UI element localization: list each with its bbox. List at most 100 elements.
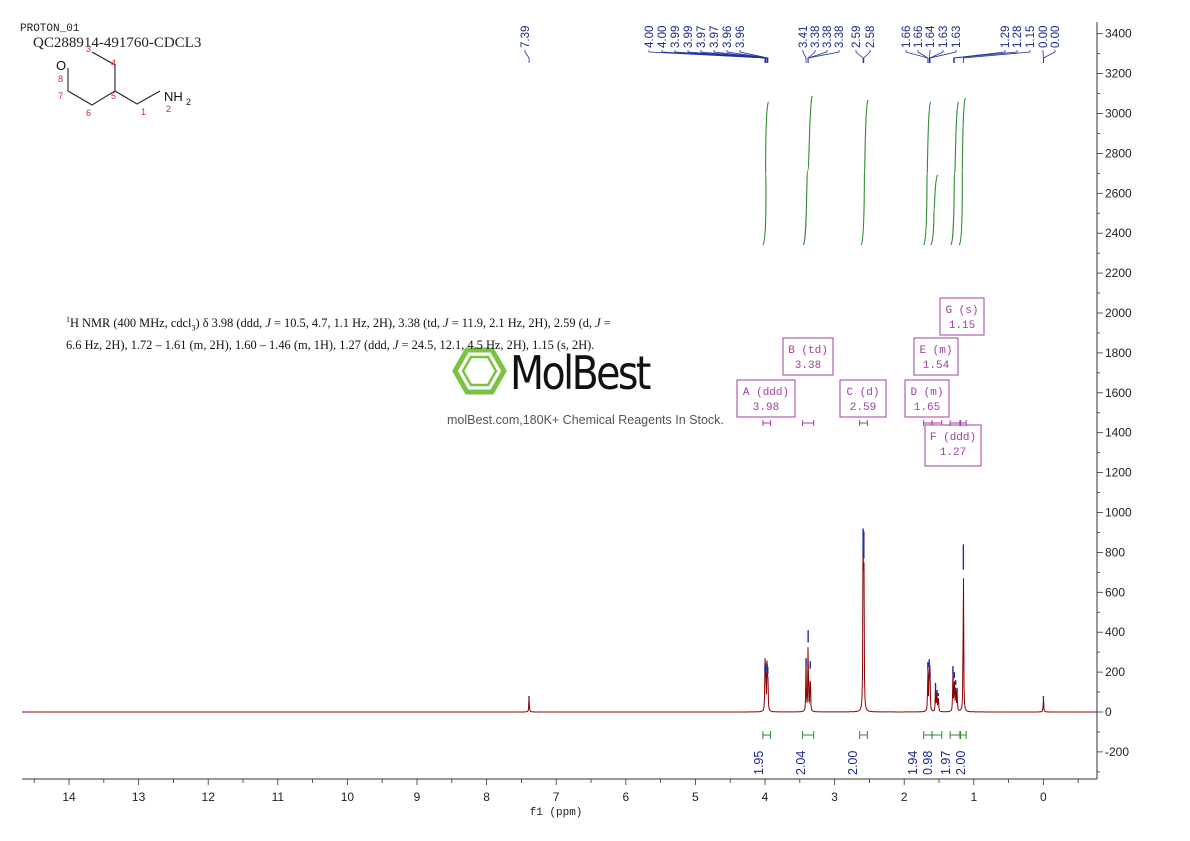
integral-curve [930, 174, 939, 246]
atom-number: 6 [86, 108, 91, 118]
peak-pick-connector [953, 50, 1006, 63]
multiplet-shift: 1.15 [949, 320, 975, 332]
x-tick-label: 4 [762, 790, 769, 804]
multiplet-label: A (ddd) [743, 387, 789, 399]
peak-pick-label: 3.38 [810, 26, 822, 48]
peak-pick-label: 1.63 [951, 26, 963, 48]
multiplet-shift: 3.98 [753, 402, 779, 414]
peak-pick-connector [1043, 50, 1056, 63]
multiplet-label: F (ddd) [930, 432, 976, 444]
description-segment: = 6.6 Hz, 2H), 1.72 – 1.61 (m, 2H), 1.60… [66, 316, 611, 352]
peak-pick-connector [687, 50, 767, 63]
peak-pick-connector [739, 50, 769, 63]
side-chain-bonds [114, 90, 161, 105]
atom-number: 3 [86, 44, 91, 54]
y-tick-label: 0 [1105, 705, 1112, 719]
x-tick-label: 13 [132, 790, 146, 804]
integral-value: 1.97 [939, 751, 953, 775]
peak-pick-label: 3.97 [709, 26, 721, 48]
description-segment: H NMR (400 MHz, cdcl [70, 316, 192, 331]
multiplet-box [736, 379, 796, 418]
multiplet-label: G (s) [945, 305, 978, 317]
multiplet-box [839, 379, 887, 418]
logo-tagline: molBest.com,180K+ Chemical Reagents In S… [447, 413, 724, 427]
y-tick-label: 3200 [1105, 67, 1132, 81]
description-segment: J [595, 316, 601, 331]
multiplet-shift: 1.54 [923, 360, 950, 372]
multiplet-box [782, 337, 834, 376]
multiplet-box [924, 424, 982, 467]
peak-pick-label: 1.28 [1012, 26, 1024, 48]
integral-value: 2.00 [846, 751, 860, 775]
description-segment: 3 [191, 323, 196, 333]
peak-pick-connector [928, 50, 931, 63]
integral-value: 1.94 [906, 751, 920, 775]
y-tick-label: 1000 [1105, 506, 1132, 520]
multiplet-box [913, 337, 959, 376]
atom-amine: NH [164, 89, 183, 104]
sample-title: PROTON_01 [20, 23, 80, 35]
multiplet-shift: 1.27 [940, 447, 966, 459]
peak-pick-connector [929, 50, 957, 63]
description-segment: J [443, 316, 449, 331]
y-tick-label: 1800 [1105, 346, 1132, 360]
atom-number: 5 [111, 91, 116, 101]
peak-pick-label: 1.66 [901, 26, 913, 48]
peak-pick-label: 1.64 [925, 25, 937, 48]
multiplet-box [939, 297, 985, 336]
peak-pick-label: 4.00 [657, 26, 669, 48]
peak-pick-connector [917, 50, 929, 63]
ring-bonds [67, 51, 116, 106]
x-tick-label: 5 [692, 790, 699, 804]
description-segment: ) δ 3.98 (ddd, [195, 316, 266, 331]
peak-pick-label: 1.66 [913, 26, 925, 48]
nmr-description: 1H NMR (400 MHz, cdcl3) δ 3.98 (ddd, J =… [66, 312, 626, 353]
x-tick-label: 1 [970, 790, 977, 804]
peak-pick-connector [807, 50, 840, 63]
y-tick-label: -200 [1105, 745, 1129, 759]
peak-pick-label: 3.41 [798, 26, 810, 48]
integral-curve [923, 101, 932, 246]
multiplet-label: E (m) [919, 345, 952, 357]
peak-pick-connector [962, 50, 1031, 63]
y-tick-label: 3400 [1105, 27, 1132, 41]
x-tick-label: 8 [483, 790, 490, 804]
peak-pick-connector [863, 50, 871, 63]
peak-pick-label: 3.97 [696, 26, 708, 48]
atom-number: 8 [58, 74, 63, 84]
peak-pick-label: 2.59 [851, 26, 863, 48]
multiplet-label: B (td) [788, 345, 828, 357]
x-tick-label: 7 [553, 790, 560, 804]
y-tick-label: 2200 [1105, 266, 1132, 280]
description-segment: = 10.5, 4.7, 1.1 Hz, 2H), 3.38 (td, [270, 316, 444, 331]
multiplet-box [904, 379, 950, 418]
peak-pick-label: 3.38 [834, 26, 846, 48]
atom-amine-subscript: 2 [186, 97, 191, 107]
y-tick-label: 2600 [1105, 186, 1132, 200]
y-tick-label: 1600 [1105, 386, 1132, 400]
peak-pick-label: 0.00 [1050, 26, 1062, 48]
y-tick-label: 400 [1105, 625, 1125, 639]
peak-pick-label: 3.96 [722, 26, 734, 48]
molecule-structure: O NH 2 3 8 7 6 5 4 1 2 [56, 44, 191, 118]
atom-number: 7 [58, 91, 63, 101]
peak-pick-label: 7.39 [520, 26, 532, 48]
atom-oxygen: O [56, 58, 66, 73]
peak-pick-label: 3.99 [670, 26, 682, 48]
peak-pick-label: 4.00 [644, 26, 656, 48]
peak-pick-label: 0.00 [1038, 26, 1050, 48]
peak-pick-connector [713, 50, 768, 63]
peak-pick-label: 3.99 [683, 26, 695, 48]
peak-pick-connector [905, 50, 929, 63]
peak-pick-connector [524, 50, 530, 63]
x-tick-label: 14 [62, 790, 76, 804]
y-tick-label: 1400 [1105, 426, 1132, 440]
description-segment: J [265, 316, 271, 331]
logo-text: MolBest [510, 346, 651, 400]
integral-value: 2.00 [954, 751, 968, 775]
peak-pick-label: 3.96 [735, 26, 747, 48]
x-tick-label: 12 [202, 790, 216, 804]
peak-pick-connector [661, 50, 766, 63]
x-tick-label: 0 [1040, 790, 1047, 804]
x-tick-label: 11 [272, 790, 285, 804]
